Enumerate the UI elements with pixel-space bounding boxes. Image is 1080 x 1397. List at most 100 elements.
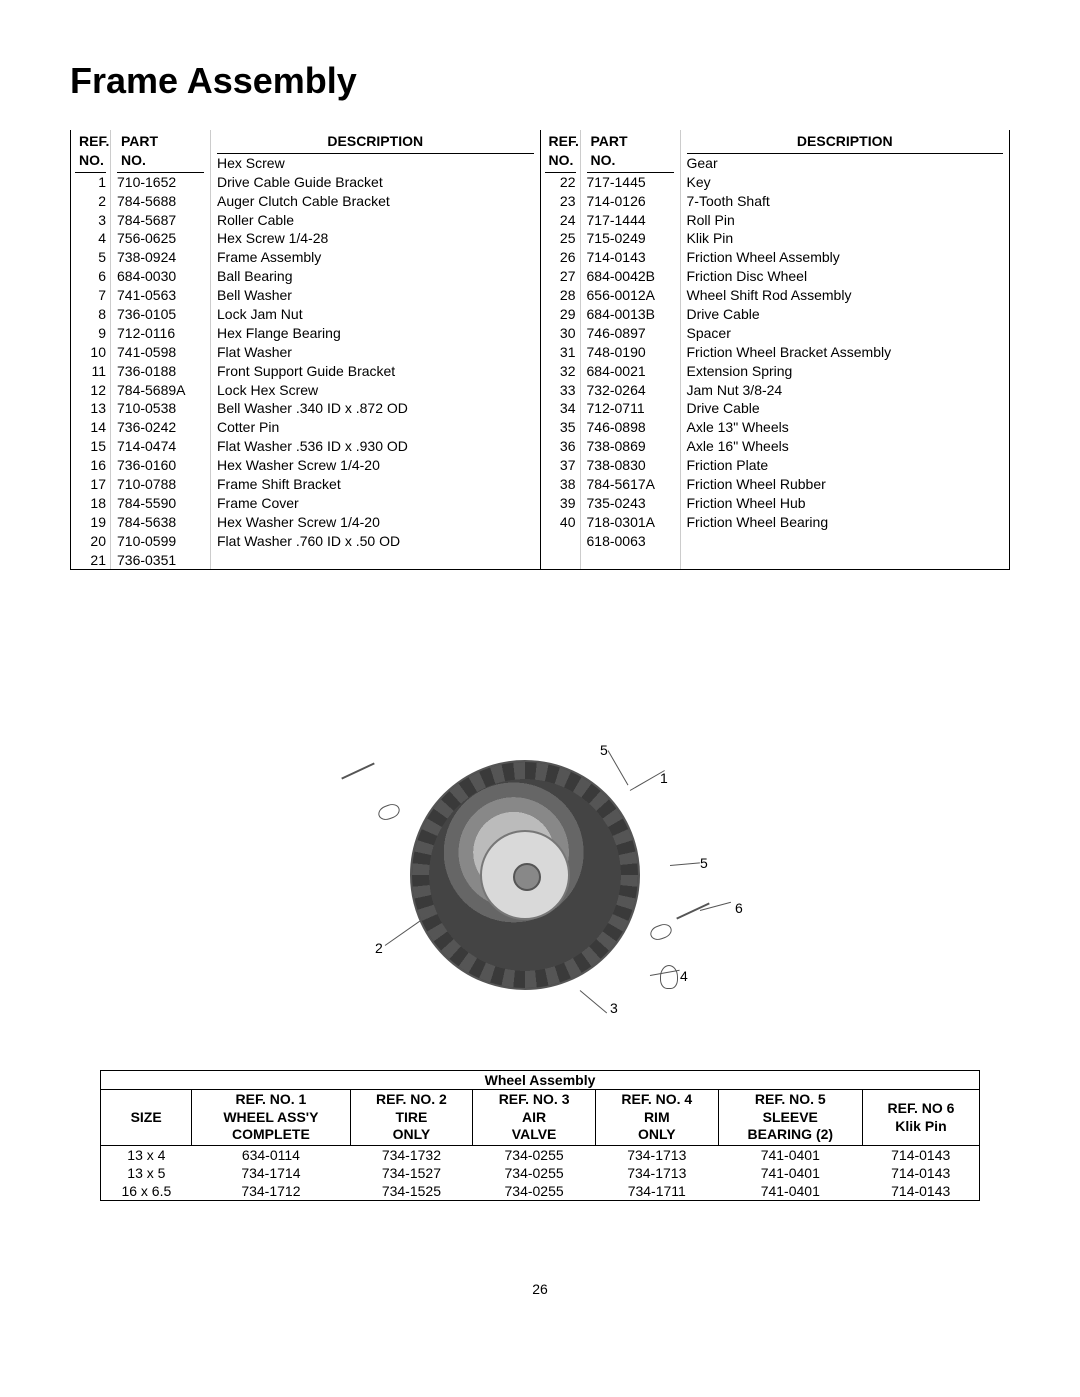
parts-partno: 718-0301A [587,513,674,532]
parts-desc: Hex Flange Bearing [217,324,534,343]
parts-desc: Axle 16" Wheels [687,437,1004,456]
parts-ref: 38 [545,475,576,494]
parts-desc: Spacer [687,324,1004,343]
wheel-table-cell: 714-0143 [862,1182,979,1201]
wheel-table-cell: 741-0401 [718,1164,862,1182]
parts-ref: 5 [75,248,106,267]
parts-desc: Roller Cable [217,211,534,230]
parts-partno: 784-5689A [117,381,204,400]
parts-partno: 736-0351 [117,551,204,570]
parts-partno: 714-0143 [587,248,674,267]
wheel-table-header: REF. NO. 4 RIM ONLY [595,1090,718,1146]
parts-desc: Friction Wheel Bracket Assembly [687,343,1004,362]
parts-partno: 714-0126 [587,192,674,211]
parts-desc: Friction Wheel Rubber [687,475,1004,494]
parts-ref: 20 [75,532,106,551]
parts-ref: 37 [545,456,576,475]
wheel-table-cell: 741-0401 [718,1145,862,1164]
wheel-table-cell: 741-0401 [718,1182,862,1201]
diagram-lead [385,917,427,946]
wheel-table-header: SIZE [101,1090,192,1146]
parts-table-right: REF. NO. 2223242526272829303132333435363… [541,130,1010,569]
parts-desc: Key [687,173,1004,192]
parts-partno: 684-0021 [587,362,674,381]
parts-desc: Hex Washer Screw 1/4-20 [217,456,534,475]
parts-ref: 7 [75,286,106,305]
parts-partno: 712-0116 [117,324,204,343]
diagram-hub [480,830,570,920]
parts-partno: 784-5617A [587,475,674,494]
parts-partno: 732-0264 [587,381,674,400]
parts-desc: Hex Screw [217,154,534,173]
parts-ref: 30 [545,324,576,343]
parts-desc: Hex Washer Screw 1/4-20 [217,513,534,532]
parts-partno: 684-0042B [587,267,674,286]
parts-ref: 27 [545,267,576,286]
diagram-lead [608,751,629,786]
parts-desc: Hex Screw 1/4-28 [217,229,534,248]
parts-ref: 23 [545,192,576,211]
parts-partno: 784-5638 [117,513,204,532]
diagram-sleeve-left [376,802,401,823]
parts-partno: 748-0190 [587,343,674,362]
wheel-table-title: Wheel Assembly [101,1071,980,1090]
parts-partno: 710-0788 [117,475,204,494]
parts-partno: 717-1445 [587,173,674,192]
parts-desc: Jam Nut 3/8-24 [687,381,1004,400]
wheel-table-cell: 13 x 4 [101,1145,192,1164]
wheel-table-cell: 734-1713 [595,1145,718,1164]
wheel-table-cell: 714-0143 [862,1145,979,1164]
wheel-assembly-table: Wheel Assembly SIZEREF. NO. 1 WHEEL ASS'… [100,1070,980,1201]
parts-desc: Friction Wheel Assembly [687,248,1004,267]
parts-desc: Frame Assembly [217,248,534,267]
parts-partno: 656-0012A [587,286,674,305]
parts-partno: 710-1652 [117,173,204,192]
diagram-callout: 2 [375,940,383,956]
wheel-table-cell: 734-0255 [473,1164,596,1182]
wheel-table-row: 13 x 5734-1714734-1527734-0255734-171374… [101,1164,980,1182]
parts-ref: 40 [545,513,576,532]
parts-desc: Flat Washer .760 ID x .50 OD [217,532,534,551]
page-title: Frame Assembly [70,60,1010,102]
parts-partno: 684-0013B [587,305,674,324]
wheel-table-cell: 734-1527 [350,1164,473,1182]
wheel-table-header: REF. NO. 5 SLEEVE BEARING (2) [718,1090,862,1146]
parts-desc: Drive Cable Guide Bracket [217,173,534,192]
parts-partno: 741-0598 [117,343,204,362]
parts-ref: 32 [545,362,576,381]
wheel-table-cell: 734-1712 [192,1182,350,1201]
parts-desc: Bell Washer .340 ID x .872 OD [217,399,534,418]
wheel-table-cell: 734-1713 [595,1164,718,1182]
parts-partno: 735-0243 [587,494,674,513]
parts-partno: 746-0898 [587,418,674,437]
parts-partno: 736-0105 [117,305,204,324]
parts-partno: 784-5687 [117,211,204,230]
parts-desc: Extension Spring [687,362,1004,381]
parts-desc: Friction Wheel Bearing [687,513,1004,532]
parts-desc: Drive Cable [687,305,1004,324]
col-header-ref: REF. NO. [75,130,106,173]
parts-table: REF. NO. 1234567891011121314151617181920… [70,130,1010,570]
wheel-table-row: 16 x 6.5734-1712734-1525734-0255734-1711… [101,1182,980,1201]
parts-ref: 14 [75,418,106,437]
wheel-table-cell: 734-0255 [473,1182,596,1201]
parts-partno: 738-0869 [587,437,674,456]
parts-desc: Frame Cover [217,494,534,513]
parts-partno: 618-0063 [587,532,674,551]
parts-ref: 2 [75,192,106,211]
parts-ref: 12 [75,381,106,400]
parts-desc: Flat Washer [217,343,534,362]
parts-desc: Wheel Shift Rod Assembly [687,286,1004,305]
diagram-callout: 4 [680,968,688,984]
parts-ref: 1 [75,173,106,192]
diagram-wheel [410,760,640,990]
wheel-table-header: REF. NO. 1 WHEEL ASS'Y COMPLETE [192,1090,350,1146]
parts-desc: Cotter Pin [217,418,534,437]
parts-ref: 28 [545,286,576,305]
parts-partno: 712-0711 [587,399,674,418]
wheel-table-cell: 16 x 6.5 [101,1182,192,1201]
wheel-table-header: REF. NO. 3 AIR VALVE [473,1090,596,1146]
parts-ref: 29 [545,305,576,324]
col-header-part: PART NO. [117,130,204,173]
parts-ref: 15 [75,437,106,456]
